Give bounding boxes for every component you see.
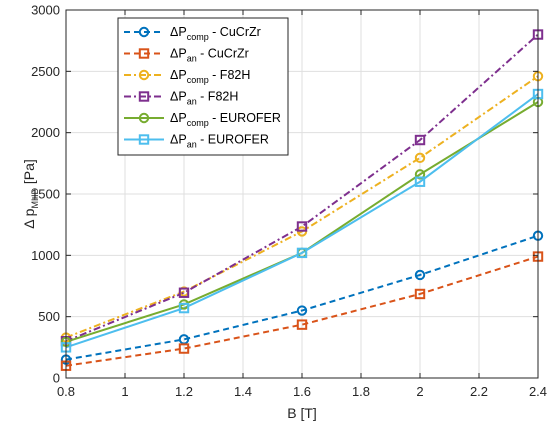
data-point-5-3 [414,176,426,187]
x-tick-label: 1 [121,384,128,399]
legend-marker-3 [138,91,150,102]
legend-label-rest: - F82H [197,90,239,104]
legend-label-3: ΔPan - F82H [170,90,238,107]
y-tick-label: 0 [53,371,60,386]
series-line-0 [65,234,539,361]
y-axis-label-main: Δ p [21,208,37,228]
data-point-0-3 [414,269,426,281]
data-point-5-1 [178,302,190,314]
legend-label-5: ΔPan - EUROFER [170,133,269,150]
y-tick-label: 2000 [31,125,60,140]
x-tick-label: 1.6 [293,384,311,399]
data-point-5-2 [296,247,308,259]
legend-label-0: ΔPcomp - CuCrZr [170,25,261,42]
y-tick-label: 1000 [31,248,60,263]
y-axis-label-sub: MHD [30,188,40,209]
y-tick-label: 1500 [31,187,60,202]
legend-label-main: ΔP [170,25,187,39]
y-tick-label: 2500 [31,64,60,79]
data-point-3-1 [178,287,190,298]
legend-marker-5 [138,134,150,145]
legend-label-main: ΔP [170,133,187,147]
series-line-5 [65,93,539,349]
data-point-2-3 [414,152,426,164]
legend-marker-4 [138,112,150,124]
legend-label-sub: an [187,97,197,107]
legend-label-rest: - F82H [209,68,251,82]
legend-label-sub: comp [187,75,209,85]
y-axis-label: Δ pMHD [Pa] [21,159,40,229]
legend-label-sub: comp [187,32,209,42]
legend-label-sub: an [187,54,197,64]
series-line-1 [65,255,539,367]
data-point-0-2 [296,305,308,316]
x-tick-label: 1.2 [175,384,193,399]
legend-label-rest: - EUROFER [209,111,281,125]
x-tick-label: 1.4 [234,384,252,399]
y-tick-label: 500 [38,309,60,324]
series-lines [65,33,539,367]
legend-label-4: ΔPcomp - EUROFER [170,111,281,128]
x-tick-label: 2.4 [529,384,547,399]
legend-label-main: ΔP [170,111,187,125]
legend-marker-2 [138,69,150,81]
legend-label-rest: - EUROFER [197,133,269,147]
data-point-4-3 [414,169,426,180]
x-tick-label: 1.8 [352,384,370,399]
legend-label-main: ΔP [170,68,187,82]
legend-label-rest: - CuCrZr [197,47,249,61]
series-line-3 [65,33,539,343]
data-point-1-1 [178,343,190,354]
y-axis-label-unit: [Pa] [21,159,37,188]
x-axis-label: B [T] [287,405,317,421]
legend-label-2: ΔPcomp - F82H [170,68,250,85]
data-point-1-3 [414,288,426,300]
legend-marker-1 [138,48,150,59]
legend-label-sub: comp [187,118,209,128]
x-tick-label: 0.8 [57,384,75,399]
data-point-3-2 [296,221,308,232]
ticks [65,9,539,379]
x-tick-label: 2.2 [470,384,488,399]
legend-label-main: ΔP [170,90,187,104]
data-point-1-2 [296,319,308,330]
legend-label-sub: an [187,140,197,150]
x-tick-label: 2 [416,384,423,399]
legend-label-rest: - CuCrZr [209,25,261,39]
tick-labels: 0.8 1 1.2 1.4 1.6 1.8 2 2.2 2.4 0 500 1000 1500 2000 2… [31,3,547,400]
legend-box [117,17,289,156]
y-tick-label: 3000 [31,3,60,18]
legend-label-1: ΔPan - CuCrZr [170,47,249,64]
legend-marker-0 [138,26,150,38]
data-point-3-3 [414,134,426,146]
legend-label-main: ΔP [170,47,187,61]
